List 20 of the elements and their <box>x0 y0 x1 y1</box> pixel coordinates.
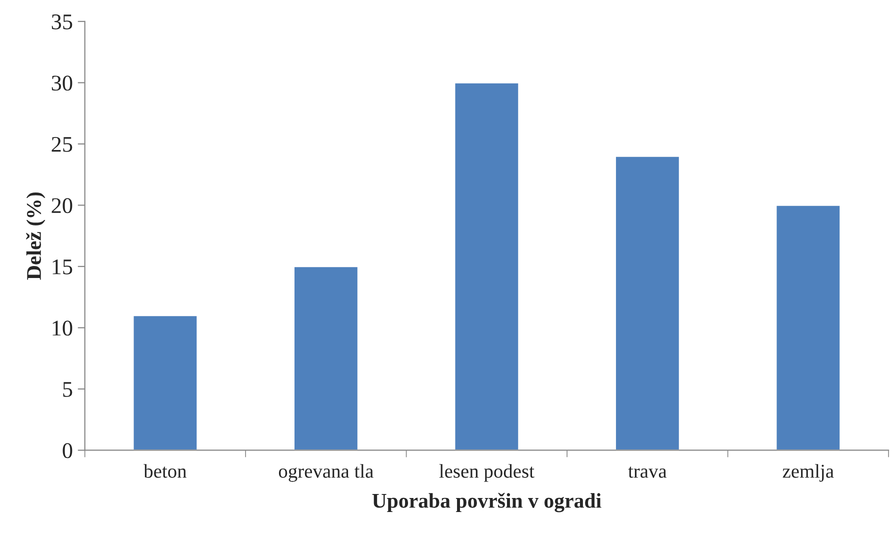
y-tick-label: 30 <box>52 76 72 91</box>
bar <box>132 314 198 450</box>
x-tick-label: beton <box>144 464 187 478</box>
bar <box>293 266 359 450</box>
y-tick-label: 35 <box>52 14 72 30</box>
y-tick-label: 25 <box>52 136 72 152</box>
y-tick-label: 0 <box>62 443 72 458</box>
x-axis-title: Uporaba površin v ogradi <box>372 492 602 512</box>
bar <box>454 82 520 450</box>
x-tick-label: lesen podest <box>439 464 534 482</box>
bar <box>614 156 680 450</box>
y-tick-label: 10 <box>52 320 72 336</box>
y-tick-label: 20 <box>52 198 72 214</box>
x-tick-label: ogrevana tla <box>278 464 374 482</box>
x-tick-label: trava <box>628 466 667 478</box>
y-tick-label: 5 <box>63 382 72 397</box>
y-tick-label: 15 <box>52 260 72 274</box>
bar <box>775 204 842 450</box>
x-tick-label: zemlja <box>782 464 834 482</box>
y-axis-title: Delež (%) <box>26 192 46 280</box>
